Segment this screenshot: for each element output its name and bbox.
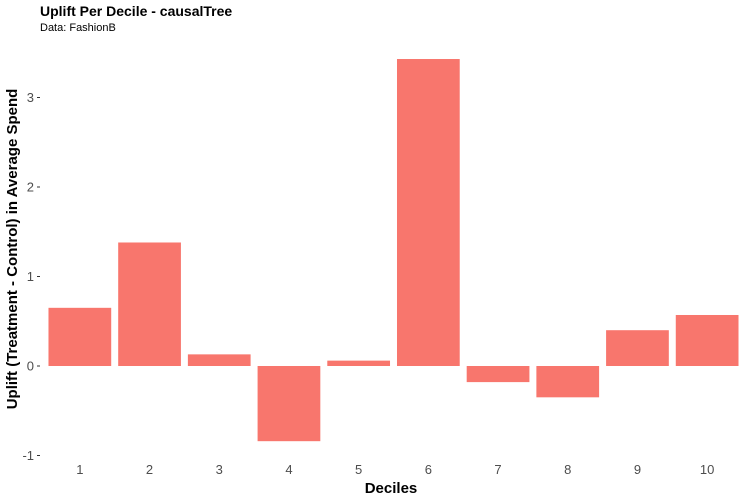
x-tick-label: 3: [216, 462, 223, 477]
x-tick-label: 9: [634, 462, 641, 477]
bars-group: [48, 59, 739, 442]
y-tick-label: 0: [27, 359, 34, 374]
x-tick-label: 6: [425, 462, 432, 477]
bar-decile-3: [187, 354, 251, 366]
x-tick-label: 1: [76, 462, 83, 477]
chart-subtitle: Data: FashionB: [40, 22, 116, 34]
bar-decile-8: [536, 366, 600, 398]
bar-decile-1: [48, 307, 112, 366]
y-tick-label: 3: [27, 90, 34, 105]
x-tick-label: 2: [146, 462, 153, 477]
x-tick-label: 8: [564, 462, 571, 477]
x-tick-label: 5: [355, 462, 362, 477]
y-axis-title: Uplift (Treatment - Control) in Average …: [4, 89, 21, 410]
bar-decile-2: [118, 242, 181, 366]
y-tick-label: 2: [27, 180, 34, 195]
x-tick-label: 7: [494, 462, 501, 477]
bar-decile-10: [675, 314, 739, 366]
bar-decile-7: [466, 366, 530, 383]
x-axis-title: Deciles: [365, 480, 418, 497]
x-axis: 1 2 3 4 5 6 7 8 9 10: [76, 462, 714, 477]
bar-decile-9: [606, 330, 669, 366]
y-axis: -1 0 1 2 3: [22, 90, 40, 463]
x-tick-label: 4: [285, 462, 292, 477]
y-tick-label: 1: [27, 269, 34, 284]
bar-decile-4: [257, 366, 321, 442]
x-tick-label: 10: [700, 462, 714, 477]
y-tick-label: -1: [22, 448, 34, 463]
bar-decile-5: [327, 360, 391, 366]
bar-decile-6: [396, 59, 460, 366]
chart-title: Uplift Per Decile - causalTree: [40, 3, 233, 19]
